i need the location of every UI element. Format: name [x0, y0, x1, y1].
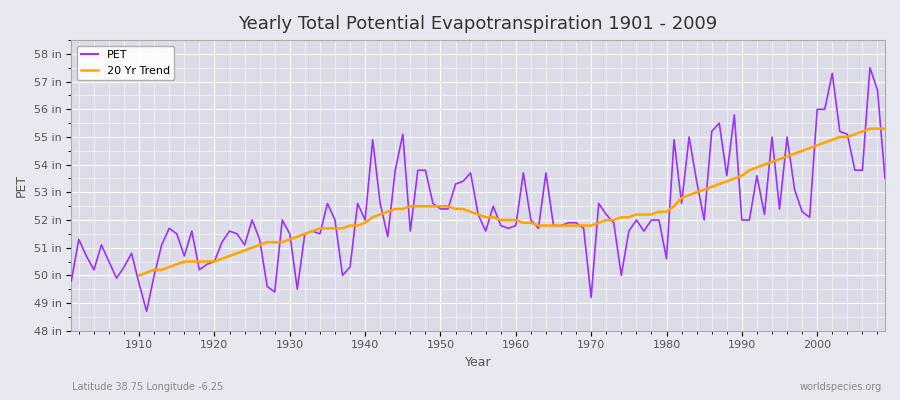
PET: [345, 265, 356, 270]
PET: [518, 170, 528, 175]
20 Yr Trend: [518, 220, 528, 225]
X-axis label: Year: Year: [464, 356, 491, 369]
20 Yr Trend: [307, 229, 318, 234]
20 Yr Trend: [578, 223, 589, 228]
PET: [141, 309, 152, 314]
PET: [879, 176, 890, 181]
Line: PET: PET: [71, 68, 885, 311]
20 Yr Trend: [819, 140, 830, 145]
PET: [865, 65, 876, 70]
20 Yr Trend: [134, 273, 145, 278]
Text: Latitude 38.75 Longitude -6.25: Latitude 38.75 Longitude -6.25: [72, 382, 223, 392]
Text: worldspecies.org: worldspecies.org: [800, 382, 882, 392]
Legend: PET, 20 Yr Trend: PET, 20 Yr Trend: [76, 46, 175, 80]
Y-axis label: PET: PET: [15, 174, 28, 197]
20 Yr Trend: [865, 126, 876, 131]
PET: [510, 223, 521, 228]
PET: [126, 251, 137, 256]
20 Yr Trend: [879, 126, 890, 131]
20 Yr Trend: [842, 134, 852, 139]
PET: [300, 232, 310, 236]
PET: [66, 278, 77, 283]
20 Yr Trend: [277, 240, 288, 244]
PET: [608, 220, 619, 225]
Line: 20 Yr Trend: 20 Yr Trend: [140, 129, 885, 275]
Title: Yearly Total Potential Evapotranspiration 1901 - 2009: Yearly Total Potential Evapotranspiratio…: [238, 15, 718, 33]
